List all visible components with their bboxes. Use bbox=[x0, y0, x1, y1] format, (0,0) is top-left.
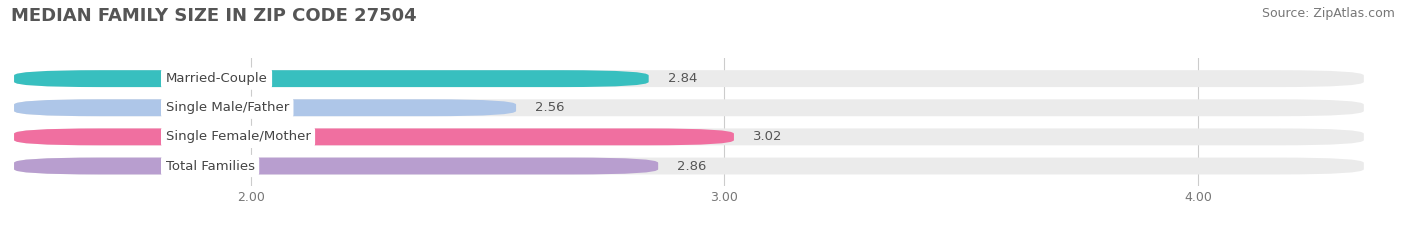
Text: 2.56: 2.56 bbox=[536, 101, 565, 114]
FancyBboxPatch shape bbox=[14, 99, 516, 116]
Text: 2.86: 2.86 bbox=[678, 160, 706, 172]
FancyBboxPatch shape bbox=[14, 70, 1364, 87]
Text: MEDIAN FAMILY SIZE IN ZIP CODE 27504: MEDIAN FAMILY SIZE IN ZIP CODE 27504 bbox=[11, 7, 416, 25]
Text: 3.02: 3.02 bbox=[752, 130, 782, 143]
FancyBboxPatch shape bbox=[14, 128, 1364, 145]
FancyBboxPatch shape bbox=[14, 128, 734, 145]
Text: Source: ZipAtlas.com: Source: ZipAtlas.com bbox=[1261, 7, 1395, 20]
FancyBboxPatch shape bbox=[14, 158, 1364, 175]
Text: Single Female/Mother: Single Female/Mother bbox=[166, 130, 311, 143]
Text: Total Families: Total Families bbox=[166, 160, 254, 172]
FancyBboxPatch shape bbox=[14, 158, 658, 175]
Text: 2.84: 2.84 bbox=[668, 72, 697, 85]
Text: Married-Couple: Married-Couple bbox=[166, 72, 267, 85]
Text: Single Male/Father: Single Male/Father bbox=[166, 101, 288, 114]
FancyBboxPatch shape bbox=[14, 99, 1364, 116]
FancyBboxPatch shape bbox=[14, 70, 648, 87]
